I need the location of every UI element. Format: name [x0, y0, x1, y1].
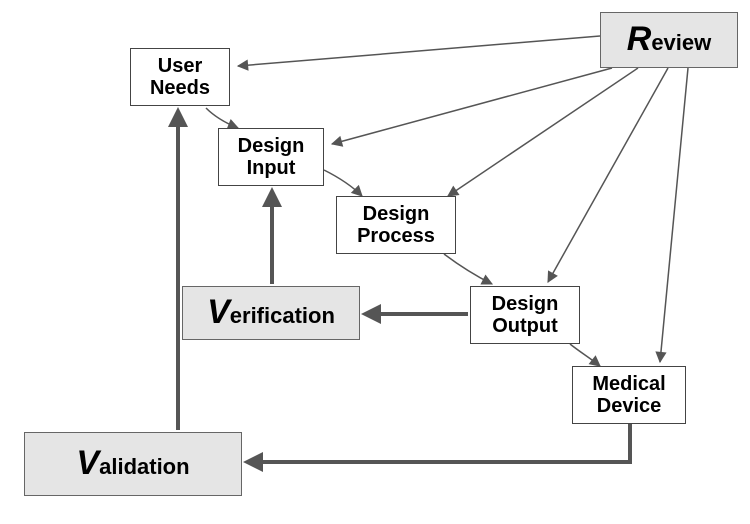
- edge-review-to-design_input: [332, 68, 612, 144]
- edge-review-to-design_output: [548, 68, 668, 282]
- node-design-output-line2: Output: [492, 315, 558, 337]
- node-medical-device-line1: Medical: [592, 373, 665, 395]
- node-user-needs-line2: Needs: [150, 77, 210, 99]
- edge-design_input-to-design_process: [324, 170, 362, 196]
- edge-design_process-to-design_output: [444, 254, 492, 284]
- node-review-label: Review: [627, 21, 712, 58]
- edge-medical_device-to-validation: [248, 424, 630, 462]
- node-validation-rest: alidation: [99, 454, 189, 479]
- node-review: Review: [600, 12, 738, 68]
- edge-design_output-to-medical_device: [570, 344, 600, 366]
- node-validation: Validation: [24, 432, 242, 496]
- node-review-initial: R: [627, 20, 652, 58]
- node-validation-initial: V: [76, 444, 99, 482]
- node-design-input: Design Input: [218, 128, 324, 186]
- node-user-needs: User Needs: [130, 48, 230, 106]
- edge-review-to-user_needs: [238, 36, 600, 66]
- node-design-process-line1: Design: [363, 203, 430, 225]
- node-medical-device-line2: Device: [597, 395, 662, 417]
- edge-review-to-design_process: [448, 68, 638, 196]
- node-design-output: Design Output: [470, 286, 580, 344]
- node-review-rest: eview: [651, 30, 711, 55]
- node-verification-initial: V: [207, 293, 230, 331]
- node-design-input-line1: Design: [238, 135, 305, 157]
- node-design-input-line2: Input: [247, 157, 296, 179]
- node-validation-label: Validation: [76, 445, 189, 482]
- node-design-process-line2: Process: [357, 225, 435, 247]
- node-verification-rest: erification: [230, 303, 335, 328]
- edge-user_needs-to-design_input: [206, 108, 238, 128]
- node-design-process: Design Process: [336, 196, 456, 254]
- node-medical-device: Medical Device: [572, 366, 686, 424]
- node-verification: Verification: [182, 286, 360, 340]
- node-verification-label: Verification: [207, 294, 335, 331]
- edge-review-to-medical_device: [660, 68, 688, 362]
- node-design-output-line1: Design: [492, 293, 559, 315]
- node-user-needs-line1: User: [158, 55, 202, 77]
